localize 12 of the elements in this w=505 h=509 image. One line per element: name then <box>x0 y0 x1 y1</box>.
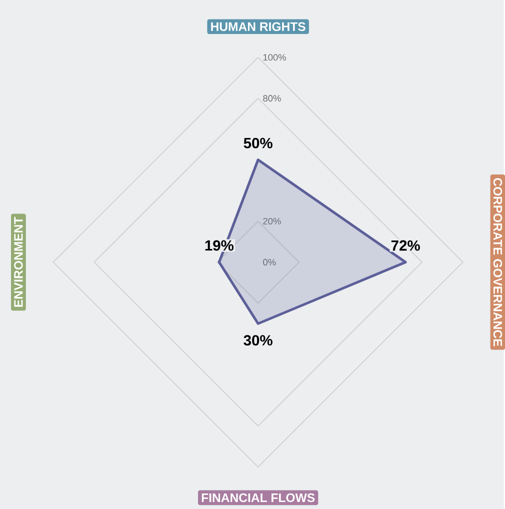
y-tick-label: 0% <box>263 258 276 266</box>
data-label: 50% <box>244 138 272 148</box>
data-label: 72% <box>391 240 420 251</box>
spoke-label: HUMAN RIGHTS <box>211 22 306 31</box>
y-tick-label: 80% <box>263 95 281 102</box>
y-tick-label: 100% <box>263 54 286 61</box>
spoke-label: ENVIRONMENT <box>14 216 23 307</box>
spoke-label: FINANCIAL FLOWS <box>202 493 315 502</box>
data-label: 30% <box>244 335 272 346</box>
spoke-label: CORPORATE GOVERNANCE <box>493 178 502 346</box>
y-tick-label: 20% <box>263 218 281 224</box>
data-label: 19% <box>205 240 234 251</box>
